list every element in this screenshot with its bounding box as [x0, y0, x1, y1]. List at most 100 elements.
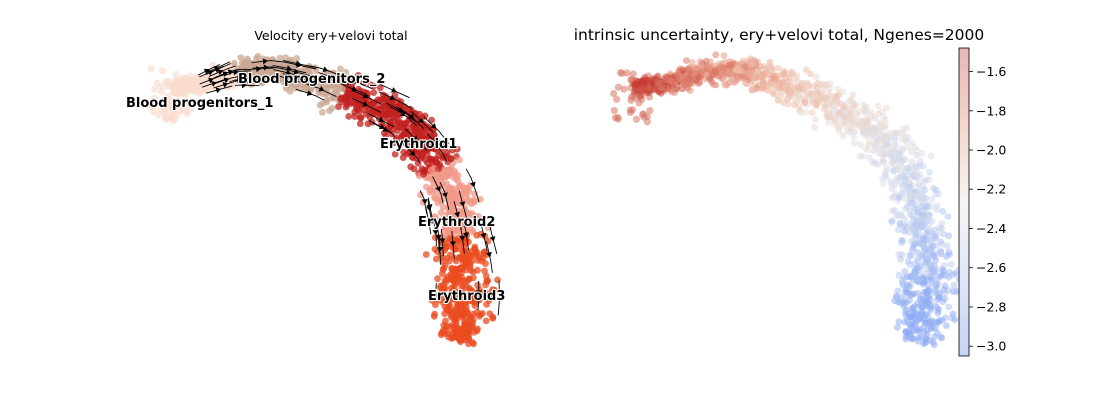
- cell-point: [491, 286, 498, 294]
- cell-point: [895, 318, 903, 326]
- cell-point: [906, 322, 914, 330]
- cell-point: [898, 237, 906, 245]
- cell-point: [776, 79, 784, 87]
- cell-point: [171, 99, 179, 108]
- cell-point: [924, 312, 932, 319]
- cell-point: [356, 107, 363, 115]
- colorbar-ticks: −1.6 −1.8 −2.0 −2.2 −2.4 −2.6 −2.8 −3.0: [969, 64, 1006, 354]
- cell-point: [899, 190, 907, 197]
- cell-point: [911, 205, 918, 212]
- cell-point: [899, 276, 906, 284]
- cell-point: [802, 108, 810, 116]
- cell-point: [158, 67, 167, 75]
- cell-point: [888, 194, 896, 201]
- streamline-arrowhead: [425, 219, 432, 225]
- cell-point: [686, 87, 694, 94]
- cell-point: [344, 89, 352, 97]
- cell-point: [887, 178, 894, 186]
- cell-point: [854, 114, 862, 121]
- cell-point: [678, 74, 686, 81]
- cell-point: [919, 235, 927, 243]
- cell-point: [877, 121, 885, 128]
- cell-point: [370, 89, 378, 96]
- cell-point: [808, 109, 816, 116]
- cell-point: [928, 217, 936, 225]
- cell-point: [898, 129, 906, 137]
- cell-point: [922, 319, 930, 327]
- streamline-arrowhead: [449, 241, 456, 247]
- cell-point: [293, 55, 301, 62]
- cell-point: [474, 281, 481, 289]
- cell-point: [879, 133, 886, 141]
- cell-point: [707, 58, 714, 66]
- cell-point: [337, 95, 344, 103]
- cell-point: [470, 340, 477, 348]
- streamline-arrowhead: [463, 232, 469, 238]
- cell-point: [905, 283, 913, 291]
- cell-point: [938, 334, 946, 342]
- cell-point: [733, 76, 740, 84]
- colorbar-tick-label: −3.0: [976, 339, 1006, 354]
- cell-point: [698, 68, 706, 76]
- streamline-arrowhead: [409, 150, 416, 156]
- cell-point: [920, 280, 927, 288]
- streamline-arrowhead: [480, 233, 487, 239]
- cell-point: [230, 59, 238, 67]
- velocity-panel: Velocity ery+velovi total Blood progenit…: [125, 28, 506, 348]
- cell-point: [147, 65, 155, 73]
- cell-point: [951, 316, 959, 323]
- cell-point: [879, 175, 886, 183]
- cell-point: [833, 122, 841, 130]
- cell-point: [304, 86, 312, 93]
- cell-point: [894, 226, 902, 234]
- cell-point: [414, 131, 421, 138]
- cell-point: [911, 221, 919, 229]
- cell-point: [337, 65, 344, 73]
- cell-point: [685, 64, 693, 71]
- cell-point: [199, 85, 207, 93]
- streamline-arrowhead: [293, 68, 299, 75]
- cell-point: [376, 84, 384, 92]
- cell-point: [429, 126, 436, 134]
- streamline-arrowhead: [436, 247, 443, 253]
- cell-point: [850, 139, 858, 147]
- cell-point: [859, 128, 866, 136]
- cell-point: [351, 113, 359, 120]
- cell-point: [805, 81, 812, 88]
- cell-point: [837, 101, 845, 108]
- colorbar-frame: [958, 47, 970, 357]
- cell-point: [794, 78, 802, 86]
- streamline-arrowhead: [203, 68, 210, 75]
- cell-point: [678, 85, 686, 93]
- cell-point: [920, 241, 927, 249]
- cell-point: [483, 278, 491, 285]
- cell-point: [433, 189, 441, 197]
- cell-point: [610, 107, 618, 115]
- cell-point: [410, 165, 418, 173]
- cell-point: [443, 149, 451, 157]
- cell-point: [719, 68, 726, 76]
- cell-point: [153, 79, 161, 88]
- cell-point: [924, 330, 931, 338]
- cell-point: [474, 325, 481, 333]
- cell-point: [914, 257, 922, 265]
- cell-point: [157, 105, 165, 113]
- cell-point: [894, 287, 902, 295]
- cell-point: [896, 219, 904, 227]
- colorbar-tick-label: −2.8: [976, 300, 1006, 315]
- cell-point: [807, 70, 814, 78]
- cell-point: [460, 188, 468, 196]
- cell-point: [461, 320, 468, 327]
- cell-point: [902, 138, 910, 145]
- cell-point: [931, 253, 939, 260]
- cell-point: [643, 118, 651, 126]
- cell-point: [864, 146, 872, 154]
- cell-point: [632, 115, 641, 123]
- uncertainty-cell-points: [610, 51, 963, 349]
- streamline-arrowhead: [435, 185, 441, 192]
- cell-point: [802, 66, 810, 74]
- cell-point: [257, 77, 265, 85]
- cell-point: [462, 248, 470, 256]
- cell-point: [456, 336, 463, 344]
- cell-point: [905, 310, 913, 318]
